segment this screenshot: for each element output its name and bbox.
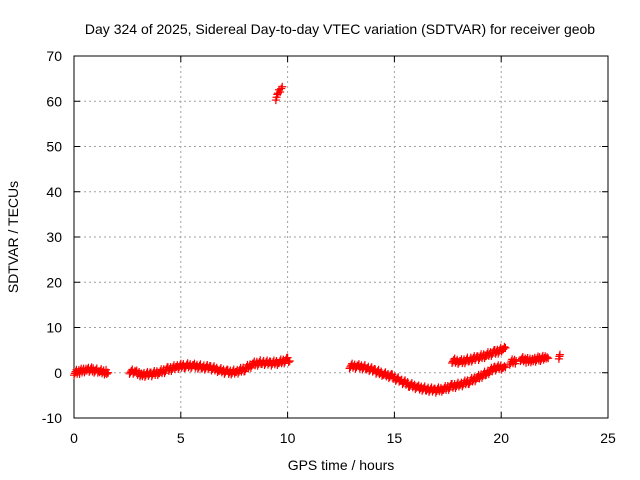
x-tick-label: 0 xyxy=(70,430,78,446)
data-point xyxy=(104,368,113,377)
y-tick-label: -10 xyxy=(42,410,62,426)
y-tick-label: 60 xyxy=(46,93,62,109)
data-point xyxy=(278,82,287,91)
data-point xyxy=(280,359,289,368)
data-point xyxy=(227,370,236,379)
data-point xyxy=(253,361,262,370)
data-point xyxy=(471,377,480,386)
data-point xyxy=(544,354,553,363)
data-point xyxy=(160,369,169,378)
y-tick-label: 30 xyxy=(46,229,62,245)
data-point xyxy=(102,370,111,379)
x-tick-label: 15 xyxy=(387,430,403,446)
data-point xyxy=(431,388,440,397)
y-tick-label: 10 xyxy=(46,320,62,336)
grid-lines xyxy=(74,56,608,418)
data-point xyxy=(555,350,564,359)
y-axis-label: SDTVAR / TECUs xyxy=(5,181,21,293)
data-point xyxy=(487,351,496,360)
data-point xyxy=(285,356,294,365)
y-tick-label: 70 xyxy=(46,48,62,64)
data-point xyxy=(500,342,509,351)
data-point xyxy=(510,355,519,364)
x-tick-label: 25 xyxy=(600,430,616,446)
x-tick-label: 10 xyxy=(280,430,296,446)
data-point xyxy=(543,353,552,362)
data-point xyxy=(474,355,483,364)
data-point xyxy=(467,357,476,366)
y-tick-label: 40 xyxy=(46,184,62,200)
data-point xyxy=(451,384,460,393)
data-point xyxy=(500,362,509,371)
data-point xyxy=(174,365,183,374)
chart-title: Day 324 of 2025, Sidereal Day-to-day VTE… xyxy=(85,21,595,37)
x-tick-label: 20 xyxy=(493,430,509,446)
data-point xyxy=(267,361,276,370)
y-tick-label: 0 xyxy=(54,365,62,381)
data-points xyxy=(70,82,564,397)
data-point xyxy=(444,385,453,394)
data-point xyxy=(147,372,156,381)
data-point xyxy=(140,372,149,381)
data-point xyxy=(501,363,510,372)
y-tick-label: 50 xyxy=(46,139,62,155)
x-tick-label: 5 xyxy=(177,430,185,446)
data-point xyxy=(284,358,293,367)
data-point xyxy=(277,84,286,93)
data-point xyxy=(501,343,510,352)
data-point xyxy=(460,359,469,368)
x-axis-label: GPS time / hours xyxy=(288,457,395,473)
data-point xyxy=(276,88,285,97)
y-tick-label: 20 xyxy=(46,274,62,290)
axis-ticks: 0 5 10 15 20 25 -10 0 10 20 30 40 50 60 70 xyxy=(42,48,616,446)
data-point xyxy=(87,363,96,372)
data-point xyxy=(491,366,500,375)
data-point xyxy=(167,366,176,375)
